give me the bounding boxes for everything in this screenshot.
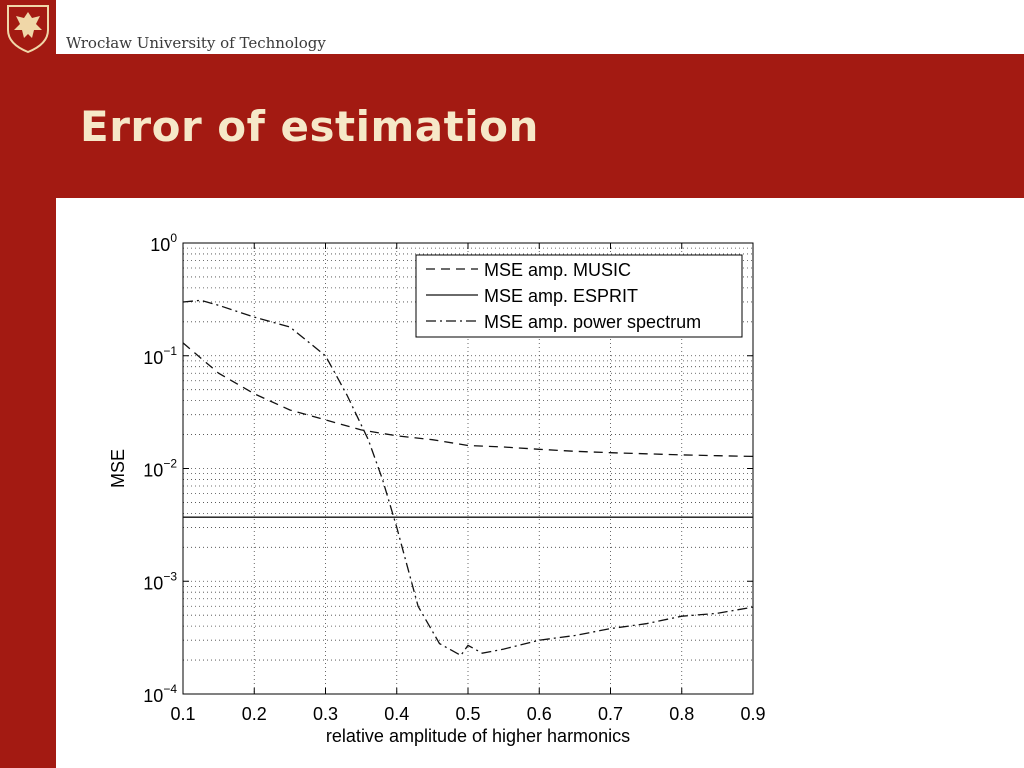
slide-title: Error of estimation (80, 102, 539, 151)
x-tick-label: 0.5 (455, 704, 480, 724)
series-line-1 (182, 342, 754, 458)
legend-box (415, 254, 743, 338)
x-tick-label: 0.1 (170, 704, 195, 724)
x-axis-label: relative amplitude of higher harmonics (326, 726, 630, 746)
y-tick-label: 10−1 (143, 344, 177, 368)
y-tick-label: 100 (150, 231, 177, 255)
y-tick-label: 10−3 (143, 569, 177, 593)
series-line-3 (182, 299, 754, 657)
y-tick-label: 10−4 (143, 682, 177, 706)
legend-entry: MSE amp. MUSIC (484, 260, 631, 280)
left-margin-band (0, 198, 56, 768)
x-tick-label: 0.4 (384, 704, 409, 724)
legend-entry: MSE amp. ESPRIT (484, 286, 638, 306)
eagle-crest-icon (0, 0, 56, 54)
y-tick-label: 10−2 (143, 457, 177, 481)
university-name: Wrocław University of Technology (66, 34, 326, 52)
y-axis-label: MSE (108, 449, 128, 488)
x-tick-label: 0.6 (527, 704, 552, 724)
title-band (56, 54, 1024, 198)
x-tick-label: 0.7 (598, 704, 623, 724)
x-tick-label: 0.2 (242, 704, 267, 724)
x-tick-label: 0.8 (669, 704, 694, 724)
x-tick-label: 0.9 (740, 704, 765, 724)
x-tick-label: 0.3 (313, 704, 338, 724)
legend-entry: MSE amp. power spectrum (484, 312, 701, 332)
header-bar (0, 0, 1024, 54)
